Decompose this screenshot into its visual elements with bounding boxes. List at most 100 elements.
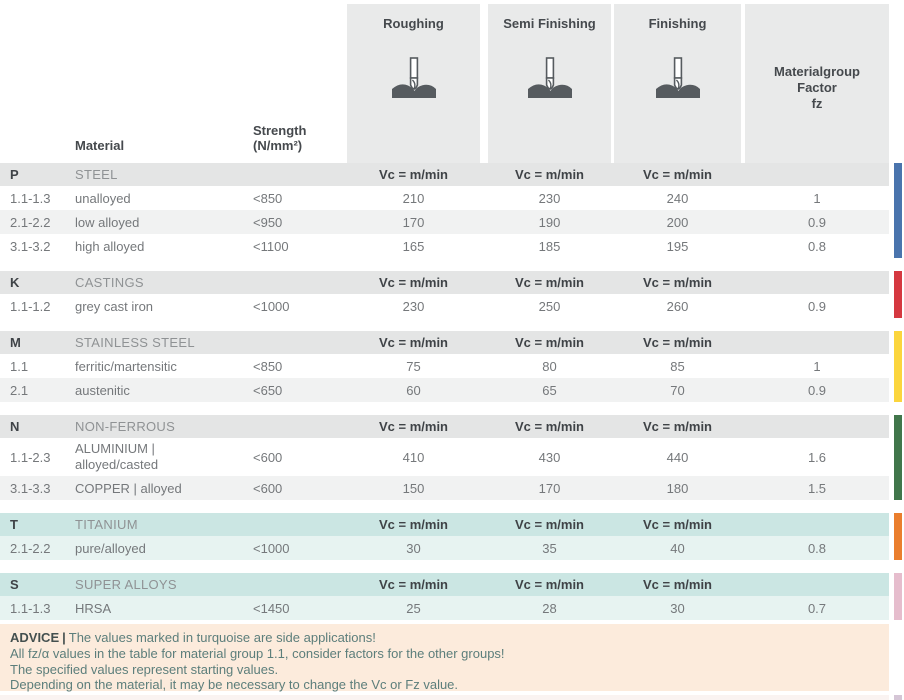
row-finishing-vc: 180 [666,480,689,496]
row-code: 3.1-3.3 [10,480,51,496]
row-material-line-1: HRSA [75,600,112,616]
row-strength: <1100 [253,238,289,254]
section-header-row: T TITANIUM Vc = m/min Vc = m/min Vc = m/min [0,513,889,536]
section-code: P [10,167,19,182]
table-row: 3.1-3.2 high alloyed <1100 165 185 195 0.8 [0,234,889,258]
row-material-line-1: high alloyed [75,238,145,254]
section-N: N NON-FERROUS Vc = m/min Vc = m/min Vc = m/m… [0,415,904,500]
section-color-bar [894,573,902,620]
table-row: 1.1-1.2 grey cast iron <1000 230 250 260 0.9 [0,294,889,318]
row-factor: 1 [813,190,821,206]
vc-label: Vc = m/min [379,275,448,290]
row-roughing-vc: 25 [406,600,421,616]
milling-tool-icon [488,56,611,100]
bottom-strip [0,695,889,700]
strength-line-1: Strength [253,123,307,138]
table-row: 2.1-2.2 low alloyed <950 170 190 200 0.9 [0,210,889,234]
row-roughing-vc: 210 [402,190,425,206]
row-factor: 0.7 [807,600,827,616]
row-semi-finishing-vc: 170 [538,480,561,496]
vc-label: Vc = m/min [515,517,584,532]
milling-tool-icon [614,56,741,100]
row-strength: <1450 [253,600,290,616]
row-factor: 0.9 [807,214,827,230]
factor-line-3: fz [811,96,823,111]
row-semi-finishing-vc: 190 [538,214,561,230]
vc-label: Vc = m/min [515,335,584,350]
section-header-row: P STEEL Vc = m/min Vc = m/min Vc = m/min [0,163,889,186]
advice-line-4: Depending on the material, it may be nec… [10,677,459,693]
row-code: 1.1-2.3 [10,449,51,465]
section-code: N [10,419,20,434]
row-strength: <950 [253,214,283,230]
section-header-row: N NON-FERROUS Vc = m/min Vc = m/min Vc = m/m… [0,415,889,438]
row-semi-finishing-vc: 65 [542,382,557,398]
section-name: STEEL [75,167,118,182]
table-row: 1.1-1.3 unalloyed <850 210 230 240 1 [0,186,889,210]
table-row: 1.1 ferritic/martensitic <850 75 80 85 1 [0,354,889,378]
section-name: TITANIUM [75,517,138,532]
row-material: COPPER | alloyed [75,476,247,500]
row-roughing-vc: 60 [406,382,421,398]
row-semi-finishing-vc: 185 [538,238,561,254]
finishing-column-header: Finishing [614,4,741,163]
vc-label: Vc = m/min [379,577,448,592]
semi-finishing-label: Semi Finishing [503,16,596,31]
vc-label: Vc = m/min [379,335,448,350]
row-roughing-vc: 150 [402,480,425,496]
section-code: T [10,517,18,532]
factor-line-2: Factor [797,80,837,95]
row-factor: 0.9 [807,298,827,314]
row-strength: <850 [253,358,283,374]
section-P: P STEEL Vc = m/min Vc = m/min Vc = m/min 1.1-… [0,163,904,258]
row-material-line-1: ALUMINIUM | [75,441,155,456]
section-name: NON-FERROUS [75,419,176,434]
row-material: ferritic/martensitic [75,354,247,378]
row-finishing-vc: 30 [670,600,685,616]
row-finishing-vc: 85 [670,358,685,374]
row-code: 1.1-1.3 [10,190,51,206]
row-semi-finishing-vc: 250 [538,298,561,314]
material-column-label: Material [75,138,125,153]
section-color-bar [894,513,902,560]
row-roughing-vc: 165 [402,238,425,254]
vc-label: Vc = m/min [379,167,448,182]
row-strength: <600 [253,480,283,496]
finishing-label: Finishing [648,16,707,31]
vc-label: Vc = m/min [643,517,712,532]
section-header-row: M STAINLESS STEEL Vc = m/min Vc = m/min Vc =… [0,331,889,354]
section-color-bar [894,163,902,258]
material-table: P STEEL Vc = m/min Vc = m/min Vc = m/min 1.1-… [0,163,904,633]
section-code: S [10,577,19,592]
section-header-row: S SUPER ALLOYS Vc = m/min Vc = m/min Vc = m/… [0,573,889,596]
strength-column-label: Strength (N/mm²) [253,123,306,153]
row-factor: 1.5 [807,480,827,496]
row-strength: <850 [253,190,283,206]
section-K: K CASTINGS Vc = m/min Vc = m/min Vc = m/min 1… [0,271,904,318]
row-roughing-vc: 410 [402,449,425,465]
row-semi-finishing-vc: 28 [542,600,557,616]
row-material: austenitic [75,378,247,402]
row-material-line-2: alloyed/casted [75,457,159,472]
advice-line-2: All fz/α values in the table for materia… [10,645,505,661]
row-material: grey cast iron [75,294,247,318]
row-semi-finishing-vc: 35 [542,540,557,556]
table-row: 3.1-3.3 COPPER | alloyed <600 150 170 180 1.5 [0,476,889,500]
row-factor: 1.6 [807,449,827,465]
section-code: M [10,335,21,350]
strength-line-2: (N/mm²) [253,138,303,153]
row-factor: 1 [813,358,821,374]
row-code: 1.1-1.3 [10,600,51,616]
section-header-row: K CASTINGS Vc = m/min Vc = m/min Vc = m/min [0,271,889,294]
row-roughing-vc: 30 [406,540,421,556]
row-finishing-vc: 200 [666,214,689,230]
row-material-line-1: COPPER | alloyed [75,480,182,496]
row-material-line-1: ferritic/martensitic [75,358,177,374]
roughing-label: Roughing [383,16,444,31]
section-S: S SUPER ALLOYS Vc = m/min Vc = m/min Vc = m/… [0,573,904,620]
section-color-bar [894,415,902,500]
row-code: 1.1 [10,358,29,374]
milling-tool-icon [347,56,480,100]
row-factor: 0.9 [807,382,827,398]
